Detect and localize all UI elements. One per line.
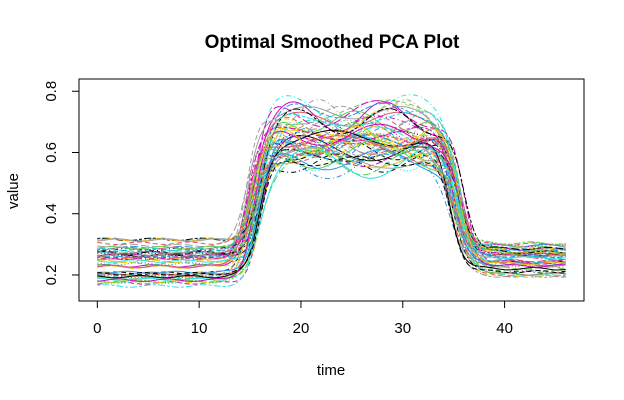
y-axis: 0.2 0.4 0.6 0.8	[43, 81, 80, 286]
series-line	[97, 139, 566, 277]
chart-title: Optimal Smoothed PCA Plot	[205, 32, 460, 53]
y-tick-label: 0.6	[43, 142, 60, 163]
series-line	[97, 146, 566, 255]
series-line	[97, 127, 566, 258]
series-line	[97, 129, 566, 263]
y-tick-label: 0.2	[43, 265, 60, 286]
series-line	[97, 133, 566, 274]
series-line	[97, 119, 566, 284]
series-line	[97, 103, 566, 275]
series-line	[97, 142, 566, 246]
series-line	[97, 111, 566, 255]
series-line	[97, 120, 566, 268]
x-axis-label: time	[317, 362, 345, 379]
y-tick-label: 0.8	[43, 81, 60, 102]
series-line	[97, 147, 566, 263]
series-line	[97, 94, 566, 254]
series-line	[97, 143, 566, 285]
series-line	[97, 134, 566, 257]
series-line	[97, 153, 566, 258]
series-line	[97, 129, 566, 279]
series-line	[97, 132, 566, 284]
plot-frame	[78, 78, 585, 302]
series-line	[97, 101, 566, 268]
y-axis-label: value	[5, 173, 22, 209]
curves-group	[97, 94, 566, 288]
series-line	[97, 130, 566, 268]
series-line	[97, 125, 566, 266]
series-line	[97, 102, 566, 259]
x-axis: 0 10 20 30 40	[93, 300, 513, 337]
series-line	[97, 121, 566, 254]
series-line	[97, 147, 566, 259]
x-tick-label: 20	[293, 320, 310, 337]
series-line	[97, 155, 566, 276]
series-line	[97, 110, 566, 288]
y-tick-label: 0.4	[43, 203, 60, 224]
series-line	[97, 128, 566, 278]
series-line	[97, 126, 566, 261]
series-line	[97, 149, 566, 275]
x-tick-label: 10	[191, 320, 208, 337]
x-tick-label: 40	[496, 320, 513, 337]
series-line	[97, 134, 566, 256]
series-line	[97, 125, 566, 278]
x-tick-label: 30	[394, 320, 411, 337]
x-tick-label: 0	[93, 320, 101, 337]
